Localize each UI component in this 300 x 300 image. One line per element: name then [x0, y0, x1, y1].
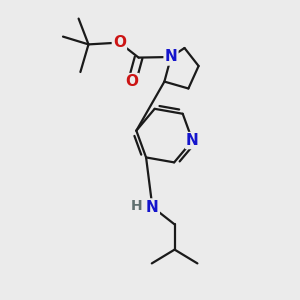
Text: H: H [131, 199, 142, 213]
Text: N: N [186, 133, 199, 148]
Text: N: N [165, 50, 177, 64]
Text: O: O [113, 35, 126, 50]
Text: N: N [146, 200, 159, 214]
Text: O: O [125, 74, 139, 89]
